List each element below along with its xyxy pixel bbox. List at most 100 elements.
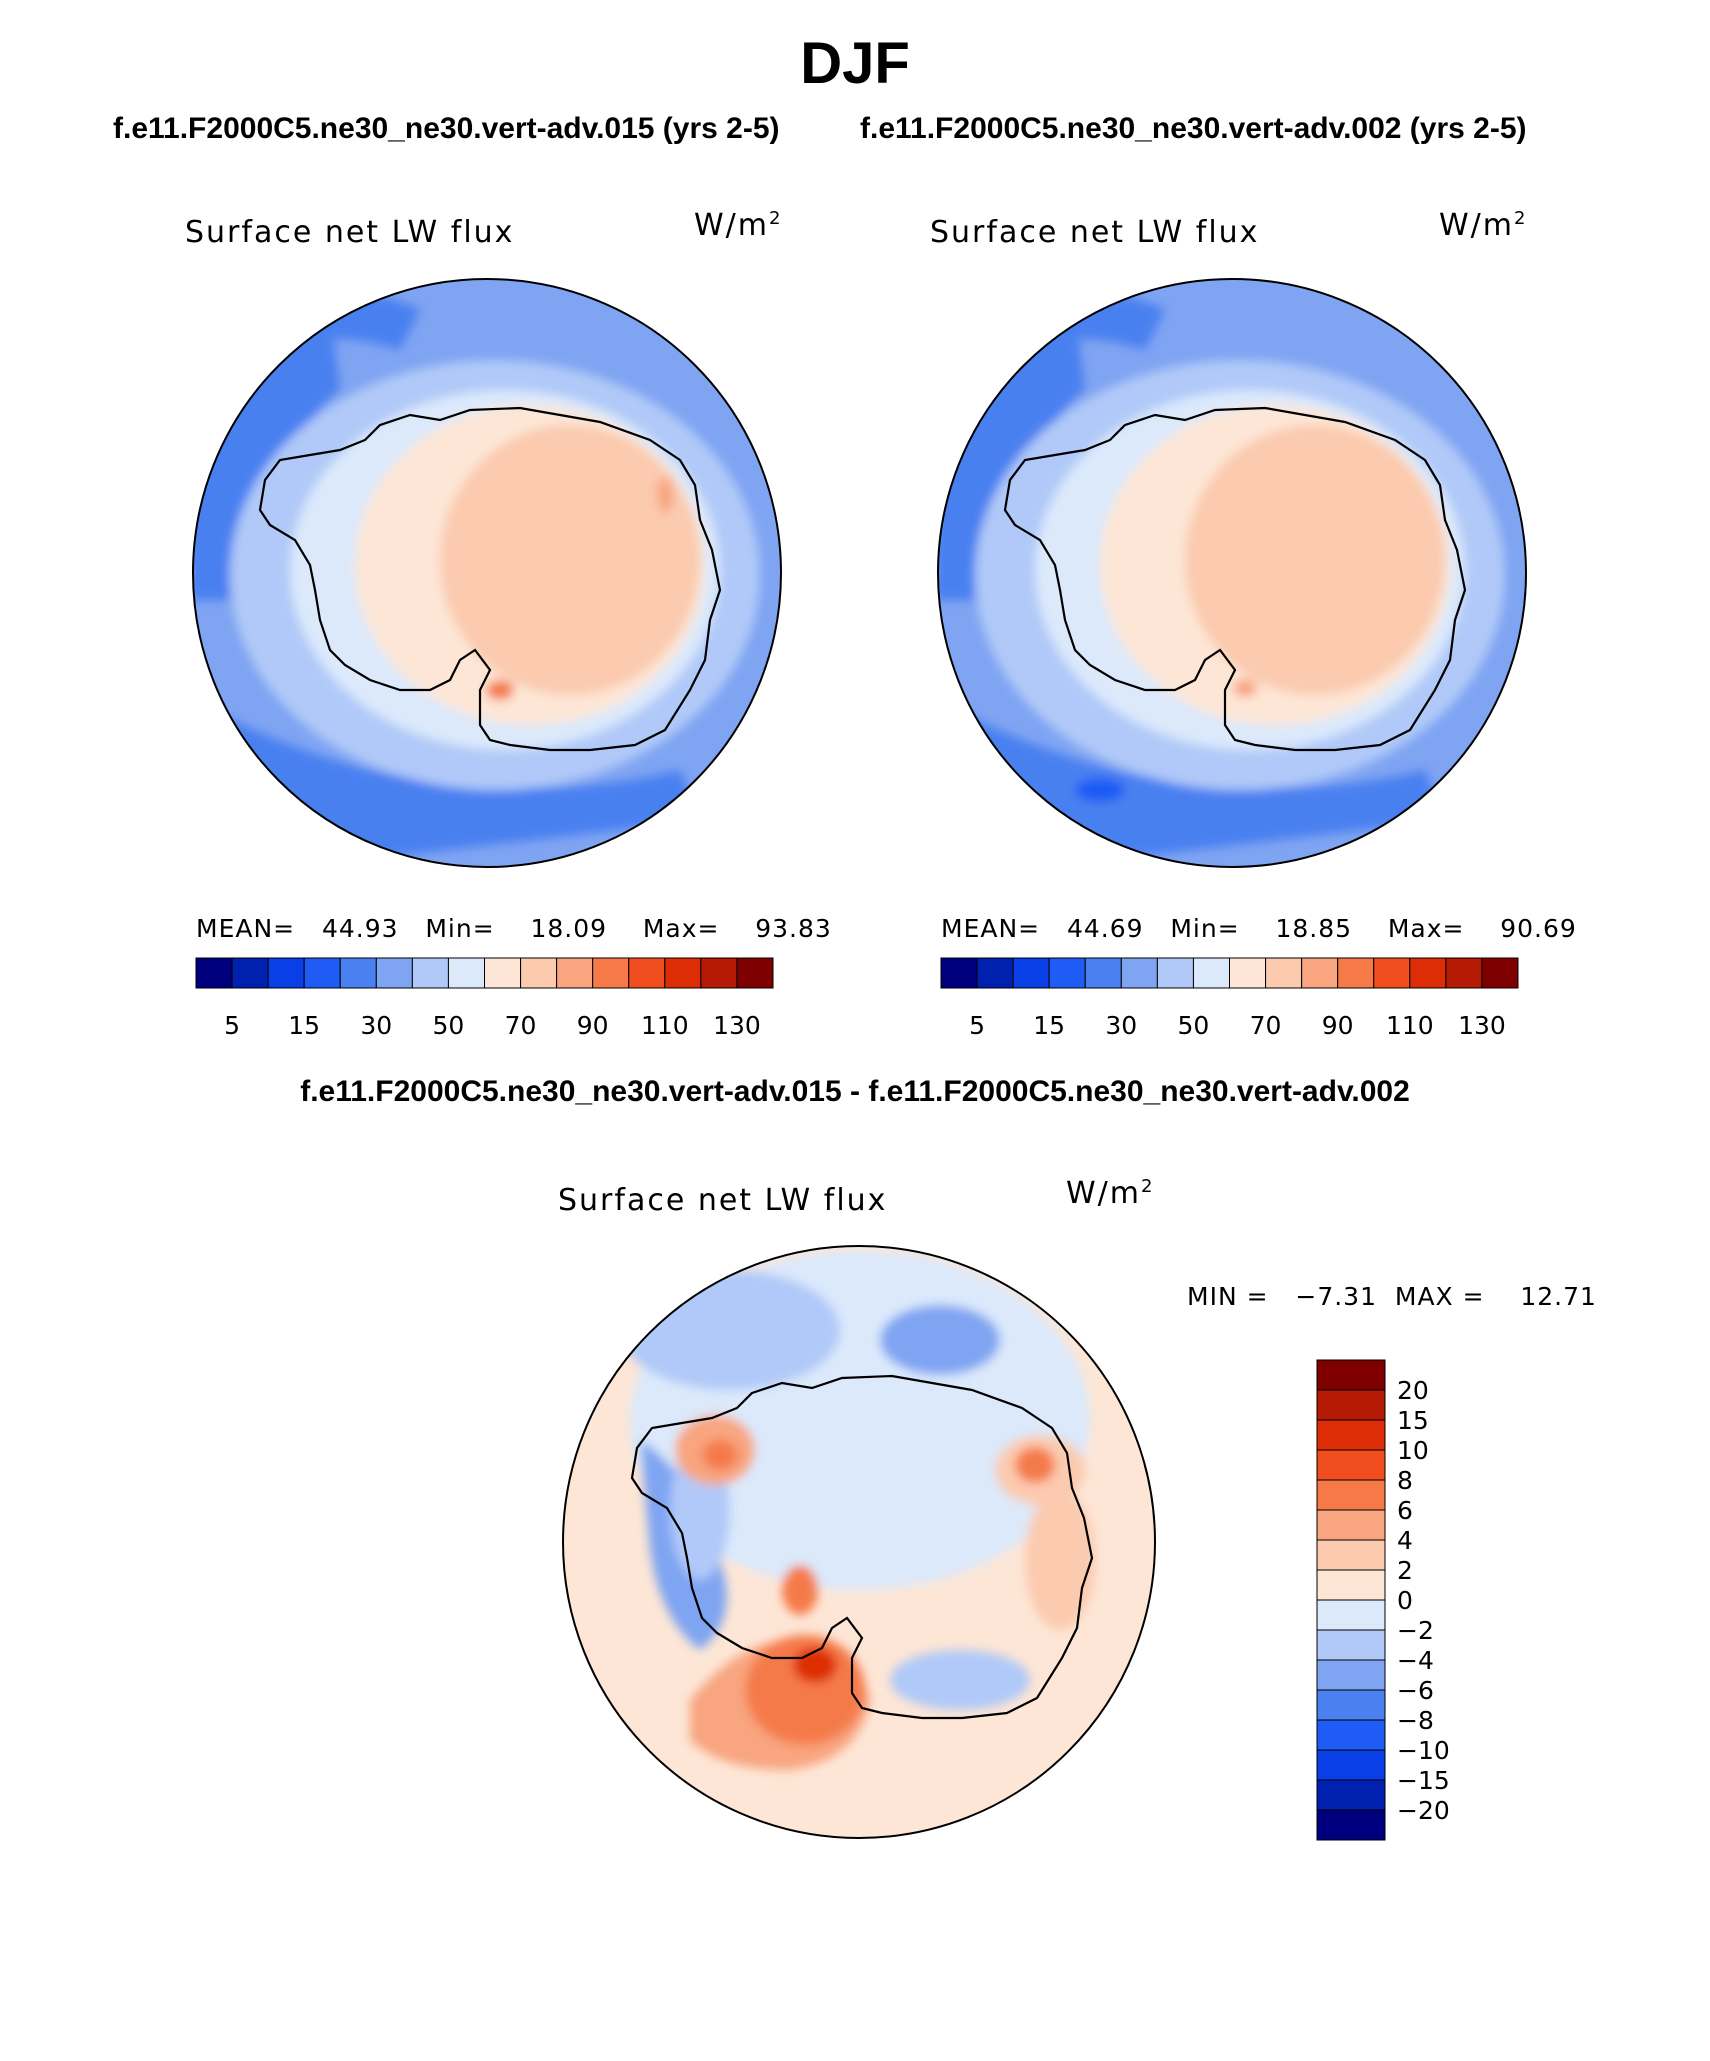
difference-title: f.e11.F2000C5.ne30_ne30.vert-adv.015 - f… bbox=[300, 1075, 1410, 1108]
map-panel-diff bbox=[563, 1246, 1155, 1838]
panel-b-stats: MEAN= 44.69 Min= 18.85 Max= 90.69 bbox=[941, 914, 1577, 943]
map-a-border bbox=[192, 278, 782, 868]
colorbar-diff-tick-label: 15 bbox=[1397, 1406, 1429, 1435]
colorbar-a-swatch bbox=[411, 957, 449, 989]
colorbar-diff-tick-label: 2 bbox=[1397, 1556, 1413, 1585]
colorbar-diff-tick-label: −4 bbox=[1397, 1646, 1434, 1675]
colorbar-diff-swatch bbox=[1316, 1389, 1386, 1421]
panel-b-units: W/m2 bbox=[1439, 208, 1528, 243]
case-b-title: f.e11.F2000C5.ne30_ne30.vert-adv.002 (yr… bbox=[860, 112, 1527, 145]
colorbar-diff-swatch bbox=[1316, 1809, 1386, 1841]
colorbar-b-swatch bbox=[1445, 957, 1483, 989]
colorbar-panel-b: 5 15 30 50 70 90 110 130 bbox=[940, 957, 1519, 1040]
colorbar-diff-swatch bbox=[1316, 1749, 1386, 1781]
colorbar-b-tick-label: 5 bbox=[969, 1011, 985, 1040]
colorbar-diff-swatch bbox=[1316, 1539, 1386, 1571]
colorbar-diff-swatch bbox=[1316, 1449, 1386, 1481]
colorbar-b-swatch bbox=[1409, 957, 1447, 989]
panel-diff-variable: Surface net LW flux bbox=[558, 1183, 888, 1218]
colorbar-b-tick-label: 30 bbox=[1105, 1011, 1137, 1040]
panel-diff-units: W/m2 bbox=[1066, 1176, 1155, 1211]
colorbar-b-tick-label: 70 bbox=[1250, 1011, 1282, 1040]
colorbar-diff-swatch bbox=[1316, 1659, 1386, 1691]
colorbar-b-swatch bbox=[976, 957, 1014, 989]
colorbar-b-swatch bbox=[1192, 957, 1230, 989]
colorbar-diff-swatch bbox=[1316, 1479, 1386, 1511]
colorbar-diff-tick-label: −15 bbox=[1397, 1766, 1450, 1795]
colorbar-b-swatch bbox=[940, 957, 978, 989]
colorbar-diff-swatch bbox=[1316, 1359, 1386, 1391]
colorbar-a-swatch bbox=[628, 957, 666, 989]
colorbar-b-tick-label: 110 bbox=[1386, 1011, 1434, 1040]
colorbar-diff-tick-label: 0 bbox=[1397, 1586, 1413, 1615]
colorbar-a-swatch bbox=[447, 957, 485, 989]
colorbar-a-tick-label: 50 bbox=[433, 1011, 465, 1040]
panel-a-units: W/m2 bbox=[694, 208, 783, 243]
colorbar-diff-swatch bbox=[1316, 1719, 1386, 1751]
colorbar-a-swatch bbox=[375, 957, 413, 989]
colorbar-b-tick-label: 15 bbox=[1033, 1011, 1065, 1040]
case-a-title: f.e11.F2000C5.ne30_ne30.vert-adv.015 (yr… bbox=[113, 112, 780, 145]
colorbar-a-swatch bbox=[664, 957, 702, 989]
colorbar-diff-tick-label: 10 bbox=[1397, 1436, 1429, 1465]
colorbar-a-swatch bbox=[556, 957, 594, 989]
colorbar-diff-swatch bbox=[1316, 1419, 1386, 1451]
map-b-border bbox=[937, 278, 1527, 868]
colorbar-b-tick-label: 50 bbox=[1178, 1011, 1210, 1040]
colorbar-a-tick-label: 70 bbox=[505, 1011, 537, 1040]
colorbar-a-swatch bbox=[592, 957, 630, 989]
colorbar-b-swatch bbox=[1012, 957, 1050, 989]
colorbar-diff-tick-label: −6 bbox=[1397, 1676, 1434, 1705]
map-panel-b bbox=[938, 279, 1526, 867]
colorbar-diff-tick-label: −20 bbox=[1397, 1796, 1450, 1825]
colorbar-a-swatch bbox=[736, 957, 774, 989]
panel-diff-minmax: MIN = −7.31 MAX = 12.71 bbox=[1187, 1282, 1597, 1311]
colorbar-b-swatch bbox=[1337, 957, 1375, 989]
colorbar-a-swatch bbox=[339, 957, 377, 989]
panel-b-variable: Surface net LW flux bbox=[930, 215, 1260, 250]
panel-a-stats: MEAN= 44.93 Min= 18.09 Max= 93.83 bbox=[196, 914, 832, 943]
colorbar-diff-swatch bbox=[1316, 1689, 1386, 1721]
colorbar-a-swatch bbox=[520, 957, 558, 989]
colorbar-diff-tick-label: −8 bbox=[1397, 1706, 1434, 1735]
season-title: DJF bbox=[800, 31, 910, 96]
colorbar-diff-swatch bbox=[1316, 1599, 1386, 1631]
colorbar-a-tick-label: 110 bbox=[641, 1011, 689, 1040]
colorbar-a-tick-label: 30 bbox=[360, 1011, 392, 1040]
colorbar-b-swatch bbox=[1120, 957, 1158, 989]
colorbar-a-swatch bbox=[303, 957, 341, 989]
colorbar-diff-tick-label: −2 bbox=[1397, 1616, 1434, 1645]
colorbar-a-swatch bbox=[267, 957, 305, 989]
colorbar-b-tick-label: 90 bbox=[1322, 1011, 1354, 1040]
colorbar-diff-swatch bbox=[1316, 1509, 1386, 1541]
colorbar-b-swatch bbox=[1265, 957, 1303, 989]
colorbar-diff-swatch bbox=[1316, 1569, 1386, 1601]
colorbar-b-tick-label: 130 bbox=[1458, 1011, 1506, 1040]
colorbar-a-swatch bbox=[195, 957, 233, 989]
colorbar-diff-swatch bbox=[1316, 1629, 1386, 1661]
colorbar-diff-swatch bbox=[1316, 1779, 1386, 1811]
colorbar-a-swatch bbox=[484, 957, 522, 989]
colorbar-b-swatch bbox=[1301, 957, 1339, 989]
colorbar-diff-tick-label: 4 bbox=[1397, 1526, 1413, 1555]
colorbar-diff-tick-label: −10 bbox=[1397, 1736, 1450, 1765]
colorbar-b-swatch bbox=[1373, 957, 1411, 989]
colorbar-a-tick-label: 90 bbox=[577, 1011, 609, 1040]
colorbar-a-tick-label: 130 bbox=[713, 1011, 761, 1040]
colorbar-diff-tick-label: 20 bbox=[1397, 1376, 1429, 1405]
colorbar-a-tick-label: 15 bbox=[288, 1011, 320, 1040]
colorbar-a-swatch bbox=[231, 957, 269, 989]
colorbar-b-swatch bbox=[1048, 957, 1086, 989]
panel-a-variable: Surface net LW flux bbox=[185, 215, 515, 250]
colorbar-b-swatch bbox=[1481, 957, 1519, 989]
colorbar-diff-tick-label: 6 bbox=[1397, 1496, 1413, 1525]
colorbar-diff-tick-label: 8 bbox=[1397, 1466, 1413, 1495]
colorbar-b-swatch bbox=[1084, 957, 1122, 989]
map-panel-a bbox=[193, 279, 781, 867]
colorbar-panel-a: 5 15 30 50 70 90 110 130 bbox=[195, 957, 774, 1040]
colorbar-a-tick-label: 5 bbox=[224, 1011, 240, 1040]
colorbar-b-swatch bbox=[1156, 957, 1194, 989]
